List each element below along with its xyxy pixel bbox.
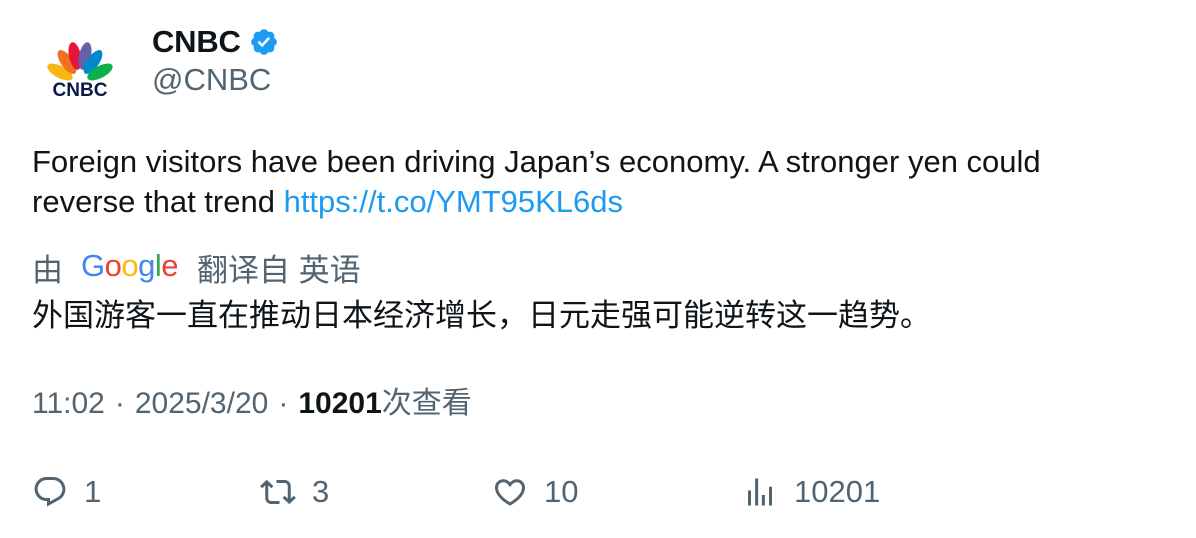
- cnbc-peacock-logo-icon: CNBC: [47, 42, 113, 101]
- reply-button[interactable]: 1: [32, 470, 101, 514]
- svg-text:Google: Google: [81, 249, 178, 283]
- avatar[interactable]: CNBC: [32, 26, 128, 122]
- views-label: 次查看: [381, 387, 472, 420]
- views-action-count: 10201: [794, 474, 881, 509]
- tweet-text: Foreign visitors have been driving Japan…: [32, 142, 1152, 222]
- tweet-link[interactable]: https://t.co/YMT95KL6ds: [283, 184, 624, 219]
- verified-badge-icon: [250, 29, 277, 55]
- author-name-row: CNBC: [152, 22, 279, 62]
- meta-separator-2: ·: [278, 387, 289, 420]
- reply-icon: [34, 477, 66, 507]
- retweet-button[interactable]: 3: [260, 470, 329, 514]
- views-button[interactable]: 10201: [742, 470, 880, 514]
- tweet-actions: 1 3 10 10201: [32, 470, 1162, 514]
- tweet-body: Foreign visitors have been driving Japan…: [32, 144, 1041, 219]
- like-button[interactable]: 10: [492, 470, 578, 514]
- avatar-text: CNBC: [53, 80, 108, 101]
- reply-count: 1: [84, 474, 102, 509]
- analytics-icon: [748, 478, 772, 506]
- translation-prefix: 由: [32, 252, 63, 288]
- tweet-time[interactable]: 11:02: [32, 387, 105, 420]
- author-handle[interactable]: @CNBC: [152, 62, 272, 97]
- translated-tweet-text: 外国游客一直在推动日本经济增长，日元走强可能逆转这一趋势。: [32, 298, 931, 333]
- like-count: 10: [544, 474, 579, 509]
- heart-icon: [494, 479, 526, 506]
- translation-suffix: 翻译自 英语: [197, 252, 361, 288]
- author-display-name[interactable]: CNBC: [152, 24, 241, 59]
- retweet-count: 3: [312, 474, 330, 509]
- google-logo: Google Google: [81, 249, 179, 285]
- google-logo-icon: Google: [81, 249, 179, 283]
- translation-attribution: 由 Google Google 翻译自 英语: [32, 246, 361, 288]
- views-count: 10201: [298, 387, 382, 420]
- retweet-icon: [260, 479, 296, 505]
- tweet-date[interactable]: 2025/3/20: [134, 387, 269, 420]
- tweet-meta: 11:02 · 2025/3/20 · 10201 次查看: [32, 384, 472, 424]
- meta-separator: ·: [114, 387, 125, 420]
